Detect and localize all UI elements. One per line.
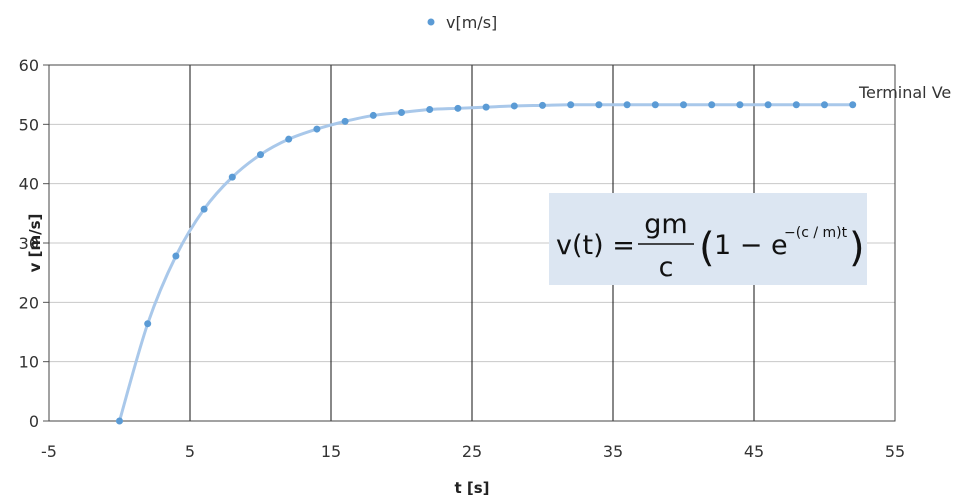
y-tick-label: 60 bbox=[19, 56, 39, 75]
formula-paren-close: ) bbox=[849, 225, 865, 271]
legend: v[m/s] bbox=[427, 13, 497, 32]
y-tick-labels: 0 10 20 30 40 50 60 bbox=[19, 56, 39, 431]
data-point bbox=[539, 101, 546, 109]
data-point bbox=[482, 103, 490, 111]
data-point bbox=[708, 101, 716, 109]
data-point bbox=[200, 205, 208, 213]
x-tick-label: 25 bbox=[462, 442, 482, 461]
data-point bbox=[313, 125, 321, 133]
data-point bbox=[849, 101, 857, 109]
data-point bbox=[228, 173, 236, 181]
formula-paren-open: ( bbox=[699, 225, 715, 271]
data-point bbox=[116, 417, 123, 425]
data-point bbox=[426, 106, 434, 113]
y-tick-label: 20 bbox=[19, 293, 39, 312]
data-point bbox=[792, 101, 800, 109]
y-axis-title: v [m/s] bbox=[26, 214, 44, 273]
data-point bbox=[257, 151, 264, 159]
data-point bbox=[341, 117, 349, 125]
data-point bbox=[144, 320, 152, 328]
x-axis-title: t [s] bbox=[454, 479, 489, 497]
data-point bbox=[651, 101, 659, 109]
formula-lhs: v(t) = bbox=[556, 230, 635, 261]
formula-one-minus-e: 1 − e bbox=[714, 230, 788, 261]
y-tick-label: 0 bbox=[29, 412, 39, 431]
legend-label: v[m/s] bbox=[446, 13, 497, 32]
x-tick-label: 15 bbox=[321, 442, 341, 461]
x-tick-label: 55 bbox=[885, 442, 905, 461]
x-tick-label: 45 bbox=[744, 442, 764, 461]
data-point bbox=[623, 101, 631, 109]
data-point bbox=[454, 104, 462, 112]
data-point bbox=[736, 101, 744, 109]
x-tick-label: 35 bbox=[603, 442, 623, 461]
data-point bbox=[398, 108, 405, 116]
y-tick-label: 10 bbox=[19, 353, 39, 372]
data-point bbox=[172, 252, 180, 260]
formula-numerator: gm bbox=[644, 209, 687, 240]
x-tick-labels: -5 5 15 25 35 45 55 bbox=[41, 442, 905, 461]
y-tick-label: 30 bbox=[19, 234, 39, 253]
formula-denominator: c bbox=[659, 252, 674, 283]
data-point bbox=[821, 101, 828, 109]
axes bbox=[43, 64, 896, 422]
series-points bbox=[116, 101, 857, 425]
data-point bbox=[764, 101, 772, 109]
plot-border bbox=[48, 64, 896, 422]
data-point bbox=[567, 101, 575, 109]
x-tick-label: -5 bbox=[41, 442, 57, 461]
legend-marker bbox=[427, 18, 435, 26]
data-point bbox=[510, 102, 518, 110]
y-tick-label: 40 bbox=[19, 175, 39, 194]
formula-background bbox=[549, 193, 867, 285]
formula-exponent: −(c / m)t bbox=[784, 225, 848, 241]
data-point bbox=[369, 111, 377, 119]
x-tick-label: 5 bbox=[185, 442, 195, 461]
terminal-velocity-label: Terminal Ve bbox=[858, 83, 951, 102]
data-point bbox=[285, 135, 293, 143]
data-point bbox=[680, 101, 687, 109]
data-point bbox=[595, 101, 603, 109]
y-tick-label: 50 bbox=[19, 115, 39, 134]
formula-box: v(t) = gm c ( 1 − e −(c / m)t ) bbox=[549, 193, 867, 285]
